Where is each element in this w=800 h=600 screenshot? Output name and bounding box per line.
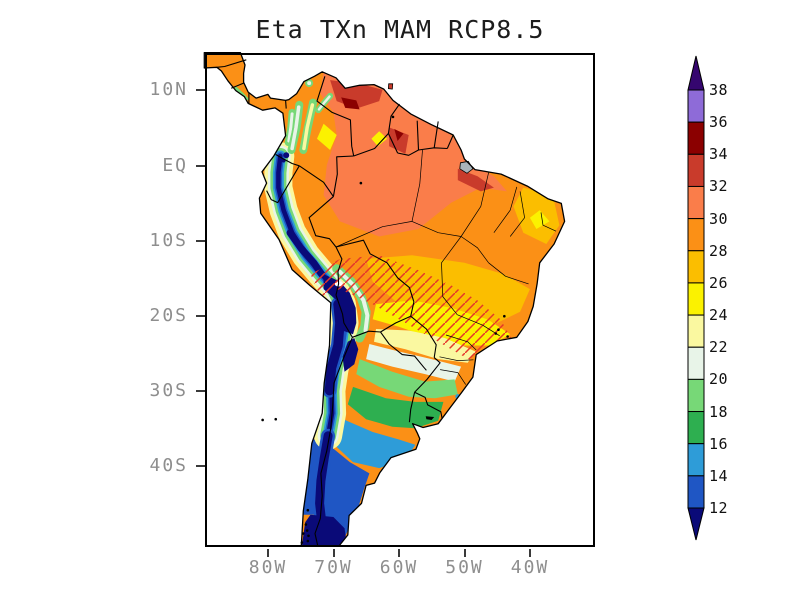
terrain-speck <box>495 332 498 335</box>
colorbar-tick-label: 12 <box>709 500 753 516</box>
colorbar-segment <box>688 347 704 379</box>
colorbar-segment <box>688 219 704 251</box>
lon-tick-mark <box>267 549 269 557</box>
lat-tick-label: EQ <box>110 157 188 175</box>
lat-tick-mark <box>196 315 205 317</box>
pasto-cold-spot <box>283 152 289 158</box>
colorbar-tick-label: 18 <box>709 404 753 420</box>
colorbar-tick-label: 30 <box>709 211 753 227</box>
lat-tick-label: 40S <box>110 457 188 475</box>
country-border-8 <box>286 100 287 108</box>
terrain-speck <box>360 182 363 185</box>
lon-tick-mark <box>398 549 400 557</box>
lat-tick-mark <box>196 165 205 167</box>
colorbar-tick-label: 14 <box>709 468 753 484</box>
south-america-map <box>205 53 595 547</box>
terrain-speck <box>261 419 264 422</box>
terrain-speck <box>301 541 304 544</box>
lon-tick-mark <box>529 549 531 557</box>
lon-tick-mark <box>333 549 335 557</box>
terrain-speck <box>392 116 395 119</box>
colorbar-tick-label: 28 <box>709 243 753 259</box>
figure-canvas: Eta TXn MAM RCP8.5 10NEQ10S20S30S40S 80W… <box>0 0 800 600</box>
santa-marta-white <box>307 81 311 85</box>
terrain-speck <box>307 534 310 537</box>
colorbar-segment <box>688 122 704 154</box>
colorbar-tick-label: 36 <box>709 114 753 130</box>
colorbar-segment <box>688 412 704 444</box>
colorbar-segment <box>688 476 704 508</box>
terrain-speck <box>307 540 310 543</box>
colorbar-segment <box>688 283 704 315</box>
colorbar-tick-label: 16 <box>709 436 753 452</box>
terrain-speck <box>503 315 506 318</box>
colorbar-tick-label: 34 <box>709 146 753 162</box>
terrain-speck <box>305 523 308 526</box>
terrain-speck <box>307 509 310 512</box>
colorbar-segment <box>688 444 704 476</box>
colorbar-tick-label: 20 <box>709 371 753 387</box>
trinidad-island <box>388 84 392 89</box>
colorbar-segment <box>688 154 704 186</box>
lat-tick-label: 20S <box>110 307 188 325</box>
chart-title: Eta TXn MAM RCP8.5 <box>205 15 595 44</box>
lat-tick-mark <box>196 465 205 467</box>
lat-tick-label: 10S <box>110 232 188 250</box>
colorbar-arrow-top <box>688 56 704 90</box>
lat-tick-mark <box>196 390 205 392</box>
terrain-speck <box>506 335 509 338</box>
colorbar-tick-label: 24 <box>709 307 753 323</box>
terrain-speck <box>274 418 277 421</box>
colorbar-segment <box>688 186 704 218</box>
colorbar-tick-label: 38 <box>709 82 753 98</box>
lon-tick-mark <box>464 549 466 557</box>
lat-tick-mark <box>196 89 205 91</box>
colorbar-tick-label: 26 <box>709 275 753 291</box>
colorbar-arrow-bottom <box>688 508 704 540</box>
terrain-speck <box>302 532 305 535</box>
colorbar-segment <box>688 315 704 347</box>
field-layers <box>205 53 595 547</box>
colorbar-tick-label: 22 <box>709 339 753 355</box>
colorbar-segment <box>688 251 704 283</box>
lat-tick-label: 10N <box>110 81 188 99</box>
lat-tick-label: 30S <box>110 382 188 400</box>
colorbar-segment <box>688 90 704 122</box>
colorbar-tick-label: 32 <box>709 178 753 194</box>
colorbar-segment <box>688 379 704 411</box>
terrain-speck <box>306 529 309 532</box>
lat-tick-mark <box>196 240 205 242</box>
lon-tick-label: 40W <box>490 558 570 578</box>
terrain-speck <box>497 328 500 331</box>
